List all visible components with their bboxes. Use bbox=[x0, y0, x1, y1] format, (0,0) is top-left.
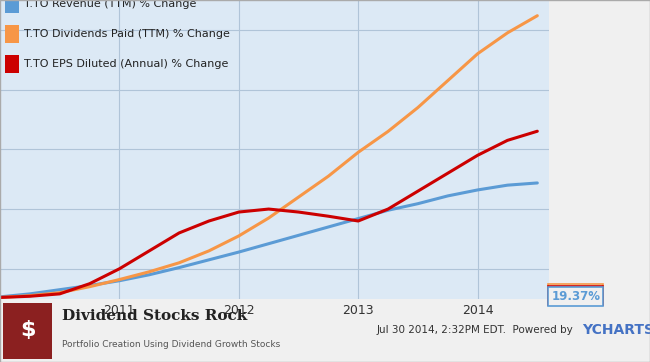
Text: $: $ bbox=[20, 320, 36, 340]
Text: 5.00%: 5.00% bbox=[551, 293, 586, 303]
Text: YCHARTS: YCHARTS bbox=[582, 323, 650, 337]
Text: 45.00%: 45.00% bbox=[551, 288, 593, 298]
Text: 19.37%: 19.37% bbox=[551, 290, 600, 303]
Text: T.TO EPS Diluted (Annual) % Change: T.TO EPS Diluted (Annual) % Change bbox=[24, 59, 229, 69]
Text: T.TO Revenue (TTM) % Change: T.TO Revenue (TTM) % Change bbox=[24, 0, 196, 9]
FancyBboxPatch shape bbox=[5, 0, 20, 13]
Text: Dividend Stocks Rock: Dividend Stocks Rock bbox=[62, 310, 247, 323]
Text: 15.00%: 15.00% bbox=[551, 292, 593, 302]
Text: T.TO Dividends Paid (TTM) % Change: T.TO Dividends Paid (TTM) % Change bbox=[24, 29, 230, 39]
Text: Portfolio Creation Using Dividend Growth Stocks: Portfolio Creation Using Dividend Growth… bbox=[62, 340, 280, 349]
Text: Jul 30 2014, 2:32PM EDT.  Powered by: Jul 30 2014, 2:32PM EDT. Powered by bbox=[377, 325, 574, 335]
Text: 35.00%: 35.00% bbox=[551, 290, 593, 299]
FancyBboxPatch shape bbox=[5, 25, 20, 43]
FancyBboxPatch shape bbox=[3, 303, 52, 359]
Text: 47.37%: 47.37% bbox=[551, 286, 600, 299]
FancyBboxPatch shape bbox=[5, 55, 20, 73]
Text: 28.03%: 28.03% bbox=[551, 289, 600, 302]
Text: 25.00%: 25.00% bbox=[551, 291, 593, 301]
